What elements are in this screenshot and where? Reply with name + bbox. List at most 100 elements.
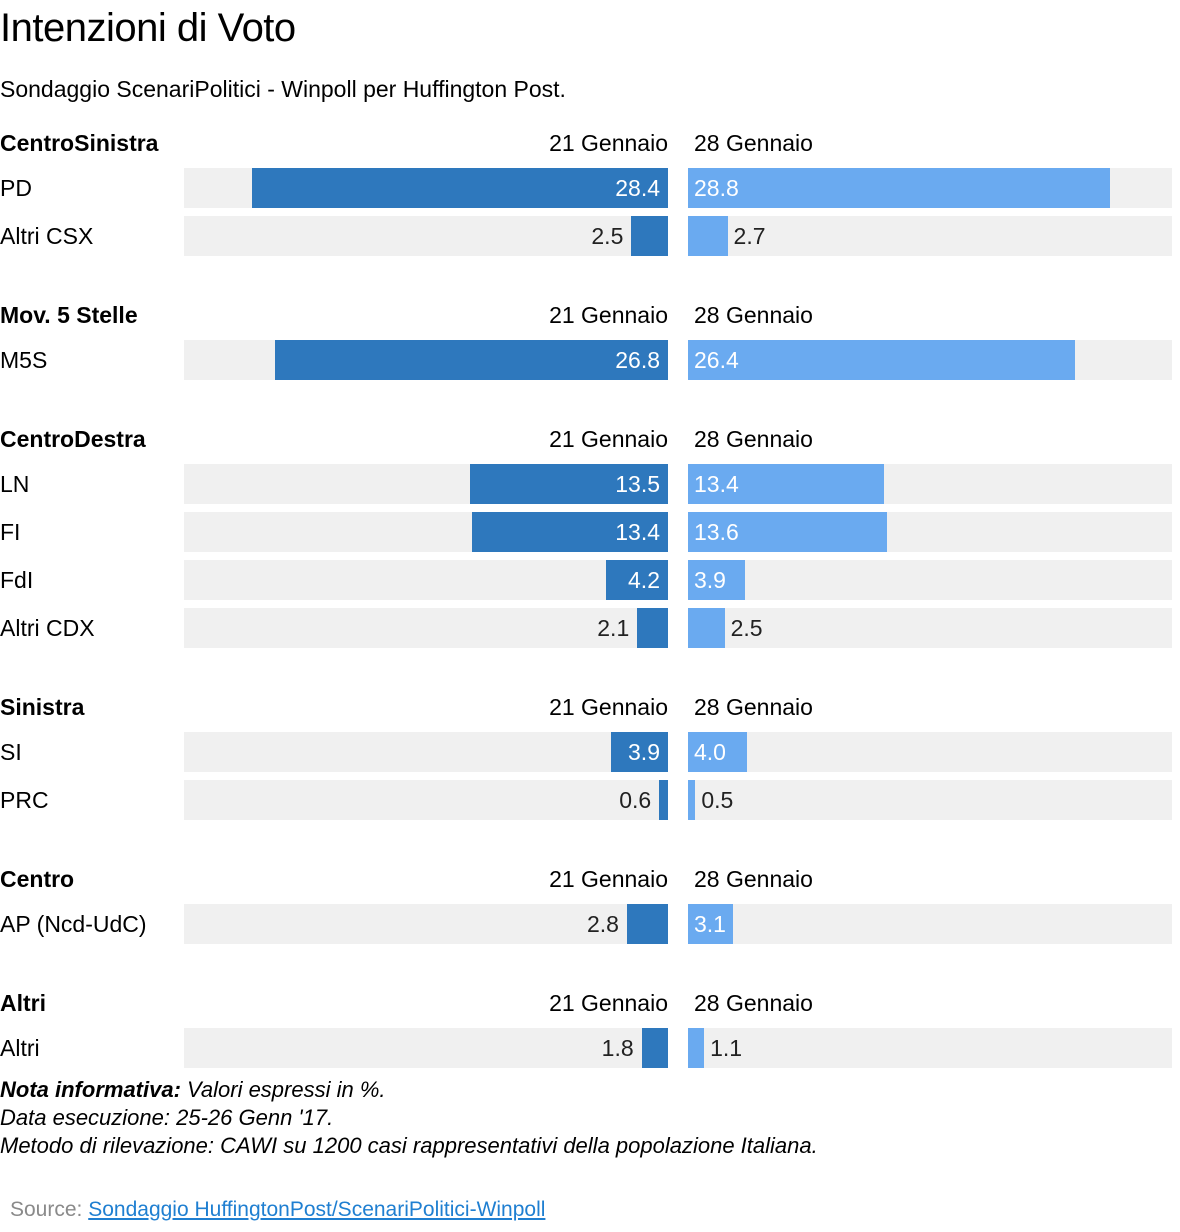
- bar-a-ap-ncd-udc: [626, 904, 668, 944]
- value-label-a: 0.6: [619, 787, 652, 813]
- row-label-altri-csx: Altri CSX: [0, 223, 94, 249]
- period-label-b: 28 Gennaio: [694, 694, 813, 720]
- value-label-b: 4.0: [694, 739, 726, 765]
- track-b: [688, 608, 1172, 648]
- bar-a-prc: [659, 780, 668, 820]
- group-title-altri: Altri: [0, 990, 46, 1016]
- source-link[interactable]: Sondaggio HuffingtonPost/ScenariPolitici…: [88, 1198, 546, 1221]
- value-label-a: 2.8: [587, 911, 619, 937]
- track-a: [184, 168, 668, 208]
- row-label-ap-ncd-udc: AP (Ncd-UdC): [0, 911, 147, 937]
- value-label-b: 2.5: [730, 615, 763, 641]
- track-b: [688, 168, 1172, 208]
- row-label-si: SI: [0, 739, 22, 765]
- value-label-a: 13.4: [615, 519, 660, 545]
- period-label-b: 28 Gennaio: [694, 426, 813, 452]
- track-b: [688, 732, 1172, 772]
- value-label-a: 13.5: [615, 471, 660, 497]
- bar-a-altri-cdx: [637, 608, 668, 648]
- value-label-b: 2.7: [733, 223, 766, 249]
- bar-b-fi: [688, 512, 888, 552]
- bar-a-si: [610, 732, 668, 772]
- track-b: [688, 464, 1172, 504]
- bar-a-fi: [471, 512, 668, 552]
- period-label-a: 21 Gennaio: [549, 302, 668, 328]
- notes: Nota informativa: Valori espressi in %. …: [0, 1076, 818, 1160]
- row-label-fi: FI: [0, 519, 21, 545]
- notes-line-3: Metodo di rilevazione: CAWI su 1200 casi…: [0, 1133, 818, 1158]
- value-label-a: 1.8: [601, 1035, 634, 1061]
- row-label-prc: PRC: [0, 787, 49, 813]
- source-label: Source:: [10, 1198, 89, 1221]
- bar-b-m5s: [688, 340, 1075, 380]
- track-a: [184, 732, 668, 772]
- period-label-b: 28 Gennaio: [694, 130, 813, 156]
- bar-b-ln: [688, 464, 885, 504]
- row-label-altri-cdx: Altri CDX: [0, 615, 95, 641]
- bar-b-ap-ncd-udc: [688, 904, 734, 944]
- notes-line-2: Data esecuzione: 25-26 Genn '17.: [0, 1105, 334, 1130]
- track-a: [184, 1028, 668, 1068]
- period-label-a: 21 Gennaio: [549, 866, 668, 892]
- track-a: [184, 512, 668, 552]
- bar-a-fdi: [606, 560, 668, 600]
- period-label-b: 28 Gennaio: [694, 302, 813, 328]
- notes-line-1-text: Valori espressi in %.: [180, 1077, 386, 1102]
- value-label-b: 3.9: [694, 567, 726, 593]
- chart-title: Intenzioni di Voto: [0, 6, 296, 50]
- track-b: [688, 560, 1172, 600]
- bar-b-prc: [688, 780, 696, 820]
- period-label-b: 28 Gennaio: [694, 990, 813, 1016]
- track-b: [688, 1028, 1172, 1068]
- track-b: [688, 340, 1172, 380]
- track-a: [184, 904, 668, 944]
- source-line: Source: Sondaggio HuffingtonPost/Scenari…: [10, 1196, 545, 1224]
- track-b: [688, 904, 1172, 944]
- bar-b-pd: [688, 168, 1110, 208]
- bar-a-altri-csx: [631, 216, 668, 256]
- chart-subtitle: Sondaggio ScenariPolitici - Winpoll per …: [0, 76, 566, 102]
- period-label-a: 21 Gennaio: [549, 694, 668, 720]
- value-label-b: 0.5: [701, 787, 734, 813]
- track-b: [688, 780, 1172, 820]
- row-label-m5s: M5S: [0, 347, 48, 373]
- row-label-pd: PD: [0, 175, 32, 201]
- track-a: [184, 464, 668, 504]
- group-title-sinistra: Sinistra: [0, 694, 85, 720]
- value-label-b: 13.4: [694, 471, 739, 497]
- bar-a-altri: [641, 1028, 668, 1068]
- group-title-centro: Centro: [0, 866, 75, 892]
- track-a: [184, 608, 668, 648]
- bar-a-m5s: [275, 340, 668, 380]
- bar-a-pd: [251, 168, 668, 208]
- track-a: [184, 216, 668, 256]
- period-label-b: 28 Gennaio: [694, 866, 813, 892]
- value-label-b: 3.1: [694, 911, 726, 937]
- group-title-centrodestra: CentroDestra: [0, 426, 146, 452]
- value-label-b: 26.4: [694, 347, 739, 373]
- value-label-a: 3.9: [628, 739, 660, 765]
- value-label-a: 2.5: [591, 223, 624, 249]
- notes-label: Nota informativa:: [0, 1077, 181, 1102]
- value-label-a: 26.8: [615, 347, 660, 373]
- bar-b-fdi: [688, 560, 746, 600]
- track-b: [688, 512, 1172, 552]
- value-label-a: 2.1: [597, 615, 630, 641]
- bar-b-altri-csx: [688, 216, 728, 256]
- group-title-centrosinistra: CentroSinistra: [0, 130, 159, 156]
- track-a: [184, 560, 668, 600]
- track-b: [688, 216, 1172, 256]
- value-label-b: 13.6: [694, 519, 739, 545]
- period-label-a: 21 Gennaio: [549, 130, 668, 156]
- track-a: [184, 340, 668, 380]
- value-label-b: 1.1: [710, 1035, 743, 1061]
- bar-b-si: [688, 732, 747, 772]
- row-label-ln: LN: [0, 471, 30, 497]
- value-label-b: 28.8: [694, 175, 739, 201]
- bar-a-ln: [470, 464, 668, 504]
- bar-b-altri: [688, 1028, 705, 1068]
- row-label-fdi: FdI: [0, 567, 34, 593]
- notes-line-1: Nota informativa: Valori espressi in %.: [0, 1076, 818, 1104]
- row-label-altri: Altri: [0, 1035, 40, 1061]
- group-title-mov-5-stelle: Mov. 5 Stelle: [0, 302, 138, 328]
